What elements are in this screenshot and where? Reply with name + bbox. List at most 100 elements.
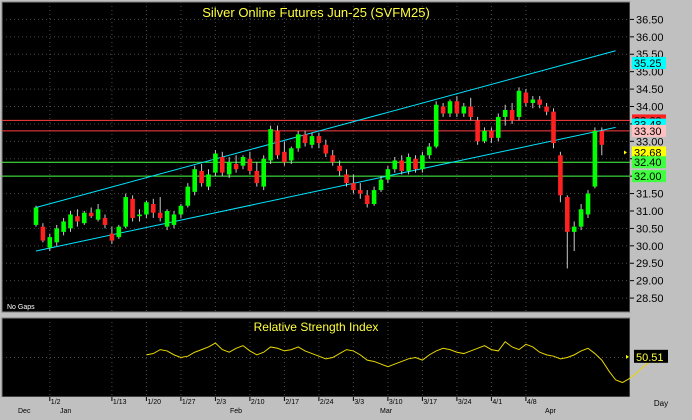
candle[interactable] xyxy=(102,214,108,229)
candle[interactable] xyxy=(130,195,135,222)
candle[interactable] xyxy=(309,132,315,149)
candle[interactable] xyxy=(137,209,142,222)
candle[interactable] xyxy=(88,207,94,218)
candle[interactable] xyxy=(558,151,563,203)
candle[interactable] xyxy=(385,165,391,184)
price-panel[interactable] xyxy=(1,1,631,313)
candle[interactable] xyxy=(330,150,335,166)
channel-upper-line[interactable] xyxy=(35,50,616,208)
candle[interactable] xyxy=(289,146,294,164)
candle[interactable] xyxy=(123,193,128,229)
candle-body xyxy=(206,174,211,187)
candle[interactable] xyxy=(578,204,584,231)
candle[interactable] xyxy=(261,155,266,191)
candle-body xyxy=(427,146,432,156)
candle[interactable] xyxy=(282,141,287,166)
date-tick-label: 1/2 xyxy=(51,399,61,406)
candle[interactable] xyxy=(530,96,536,109)
candle[interactable] xyxy=(54,224,59,246)
candle[interactable] xyxy=(509,103,515,124)
candle-body xyxy=(47,237,53,248)
candle[interactable] xyxy=(482,127,487,144)
candle[interactable] xyxy=(171,210,177,229)
candle[interactable] xyxy=(33,205,39,227)
candle[interactable] xyxy=(185,183,191,208)
candle[interactable] xyxy=(247,151,253,175)
candle[interactable] xyxy=(254,162,260,187)
candle[interactable] xyxy=(199,163,204,187)
candle[interactable] xyxy=(406,153,411,175)
candle[interactable] xyxy=(413,155,418,173)
candle[interactable] xyxy=(192,165,197,196)
candle[interactable] xyxy=(351,174,356,194)
candle[interactable] xyxy=(420,151,425,173)
candle[interactable] xyxy=(240,155,246,170)
candle[interactable] xyxy=(440,103,446,117)
candle[interactable] xyxy=(116,224,122,239)
candle[interactable] xyxy=(316,132,322,149)
candle[interactable] xyxy=(275,125,280,159)
candle[interactable] xyxy=(358,183,363,199)
candle[interactable] xyxy=(585,190,591,218)
candle[interactable] xyxy=(323,139,329,157)
candle[interactable] xyxy=(206,169,211,191)
candle[interactable] xyxy=(551,108,556,149)
candle[interactable] xyxy=(516,87,522,121)
candle[interactable] xyxy=(392,157,398,173)
candle[interactable] xyxy=(47,233,53,252)
candle[interactable] xyxy=(378,176,384,192)
candle[interactable] xyxy=(337,160,342,177)
candlestick-series xyxy=(33,87,605,269)
candle[interactable] xyxy=(82,210,87,225)
candle[interactable] xyxy=(371,186,377,206)
candle-body xyxy=(268,129,273,161)
price-tick-label: 31.50 xyxy=(636,189,664,201)
candle[interactable] xyxy=(544,103,549,116)
candle[interactable] xyxy=(364,190,370,208)
candle[interactable] xyxy=(164,209,170,231)
candle[interactable] xyxy=(302,130,308,147)
candle[interactable] xyxy=(502,104,508,126)
candle[interactable] xyxy=(427,143,432,159)
candle[interactable] xyxy=(592,127,598,189)
candle[interactable] xyxy=(537,96,542,109)
candle[interactable] xyxy=(433,101,439,149)
candle[interactable] xyxy=(157,197,163,222)
candle[interactable] xyxy=(233,155,239,173)
candle[interactable] xyxy=(565,195,570,269)
channel-lower-line[interactable] xyxy=(35,126,616,252)
candle[interactable] xyxy=(268,125,273,164)
candle-body xyxy=(282,151,287,163)
candle[interactable] xyxy=(468,97,473,121)
candle[interactable] xyxy=(109,226,115,245)
candle-body xyxy=(109,233,115,241)
price-tick-label: 31.00 xyxy=(636,206,664,218)
candle[interactable] xyxy=(61,217,66,236)
candle[interactable] xyxy=(213,150,218,177)
candle[interactable] xyxy=(454,96,460,117)
candle[interactable] xyxy=(226,157,232,178)
candle[interactable] xyxy=(220,151,225,177)
candle[interactable] xyxy=(461,103,467,117)
candle[interactable] xyxy=(399,155,404,175)
candle[interactable] xyxy=(144,200,149,218)
rsi-line[interactable] xyxy=(146,340,658,384)
candle[interactable] xyxy=(447,99,453,117)
candle[interactable] xyxy=(599,127,605,156)
candle[interactable] xyxy=(344,169,349,187)
candle[interactable] xyxy=(496,113,501,142)
candle[interactable] xyxy=(75,209,80,227)
candle[interactable] xyxy=(40,223,46,243)
candle[interactable] xyxy=(523,89,529,107)
candle[interactable] xyxy=(475,116,480,145)
candle[interactable] xyxy=(68,210,73,232)
candle[interactable] xyxy=(151,198,156,218)
candle-body xyxy=(371,190,377,205)
candle-body xyxy=(447,101,453,114)
candle[interactable] xyxy=(178,204,184,218)
trend-channel xyxy=(35,50,616,252)
candle[interactable] xyxy=(295,130,301,152)
candle[interactable] xyxy=(95,204,101,222)
candle[interactable] xyxy=(571,221,577,252)
candle[interactable] xyxy=(489,127,494,144)
